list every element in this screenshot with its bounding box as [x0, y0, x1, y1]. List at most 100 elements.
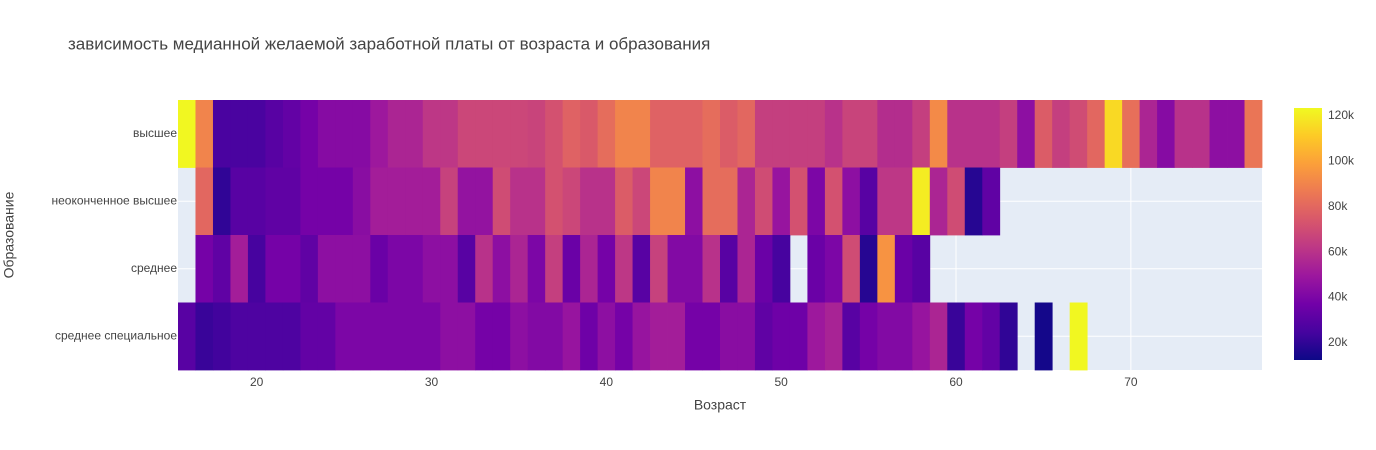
heat-cell — [894, 235, 913, 303]
heat-cell — [947, 100, 966, 168]
heat-cell — [440, 235, 459, 303]
heat-cell — [545, 235, 564, 303]
heat-cell — [632, 235, 651, 303]
heat-cell — [772, 302, 791, 371]
heat-cell — [562, 302, 581, 371]
heat-cell — [440, 100, 459, 168]
heat-cell — [178, 302, 196, 371]
heat-cell — [370, 235, 389, 303]
heat-cell — [317, 302, 336, 371]
heat-cell — [422, 302, 441, 371]
heat-cell — [772, 235, 791, 303]
heat-cell — [370, 302, 389, 371]
heat-cell — [1034, 100, 1053, 168]
heat-cell — [265, 302, 284, 371]
heat-cell — [317, 167, 336, 236]
heat-cell — [527, 302, 546, 371]
heat-cell — [1104, 100, 1123, 168]
heat-cell — [282, 235, 301, 303]
heat-cell — [1209, 100, 1228, 168]
heat-cell — [352, 302, 371, 371]
heat-cell — [877, 302, 896, 371]
heat-cell — [894, 302, 913, 371]
heat-cell — [947, 302, 966, 371]
heat-cell — [982, 100, 1001, 168]
heat-cell — [650, 302, 668, 371]
heat-cell — [632, 302, 651, 371]
heat-cell — [1122, 100, 1141, 168]
heat-cell — [947, 167, 966, 236]
heat-cell — [912, 302, 931, 371]
heat-cell — [422, 100, 441, 168]
heat-cell — [317, 235, 336, 303]
heat-cell — [510, 100, 529, 168]
heat-cell — [230, 235, 249, 303]
x-tick-label: 60 — [949, 375, 963, 389]
heat-cell — [807, 100, 826, 168]
heat-cell — [492, 100, 511, 168]
heat-cell — [405, 235, 424, 303]
heat-cell — [510, 167, 529, 236]
heat-cell — [580, 100, 599, 168]
heat-cell — [912, 100, 931, 168]
heat-cell — [440, 167, 459, 236]
heat-cell — [650, 167, 668, 236]
heat-cell — [1174, 100, 1193, 168]
heat-cell — [877, 100, 896, 168]
heat-cell — [737, 100, 756, 168]
heat-cell — [545, 100, 564, 168]
heat-cell — [859, 235, 878, 303]
heat-cell — [475, 235, 494, 303]
heat-cell — [667, 302, 686, 371]
heat-cell — [772, 167, 791, 236]
heat-cell — [667, 100, 686, 168]
heat-cell — [335, 235, 354, 303]
heat-cell — [912, 167, 931, 236]
heat-cell — [754, 302, 773, 371]
heat-cell — [964, 302, 983, 371]
heat-cell — [650, 235, 668, 303]
heat-cell — [352, 100, 371, 168]
heat-cell — [545, 167, 564, 236]
heat-cell — [562, 100, 581, 168]
heat-cell — [720, 302, 738, 371]
heat-cell — [597, 100, 616, 168]
heat-cell — [580, 302, 599, 371]
heat-cell — [370, 167, 389, 236]
heat-cell — [335, 167, 354, 236]
heat-cell — [1157, 100, 1175, 168]
heat-cell — [440, 302, 459, 371]
heat-cell — [632, 100, 651, 168]
heat-cell — [1069, 302, 1088, 371]
heat-cell — [982, 167, 1001, 236]
heat-cell — [615, 235, 633, 303]
heat-cell — [842, 235, 861, 303]
heat-cell — [335, 100, 354, 168]
heat-cell — [335, 302, 354, 371]
heat-cell — [597, 167, 616, 236]
heat-cell — [929, 167, 948, 236]
heat-cell — [842, 302, 861, 371]
heat-cell — [720, 100, 738, 168]
heat-cell — [772, 100, 791, 168]
y-tick-label: высшее — [133, 126, 177, 140]
heat-cell — [667, 167, 686, 236]
heat-cell — [527, 167, 546, 236]
heat-cell — [894, 100, 913, 168]
heat-cell — [964, 167, 983, 236]
heat-cell — [807, 235, 826, 303]
heat-cell — [807, 302, 826, 371]
heat-cell — [178, 100, 196, 168]
x-tick-label: 70 — [1124, 375, 1138, 389]
heat-cell — [510, 302, 529, 371]
heat-cell — [842, 167, 861, 236]
heat-cell — [737, 167, 756, 236]
heat-cell — [300, 302, 319, 371]
colorbar-tick-label: 60k — [1328, 244, 1348, 258]
heat-cell — [615, 100, 633, 168]
y-tick-label: среднее — [131, 261, 177, 275]
colorbar-tick-label: 100k — [1328, 154, 1355, 168]
heat-cell — [300, 100, 319, 168]
heat-cell — [527, 100, 546, 168]
heat-cell — [737, 302, 756, 371]
